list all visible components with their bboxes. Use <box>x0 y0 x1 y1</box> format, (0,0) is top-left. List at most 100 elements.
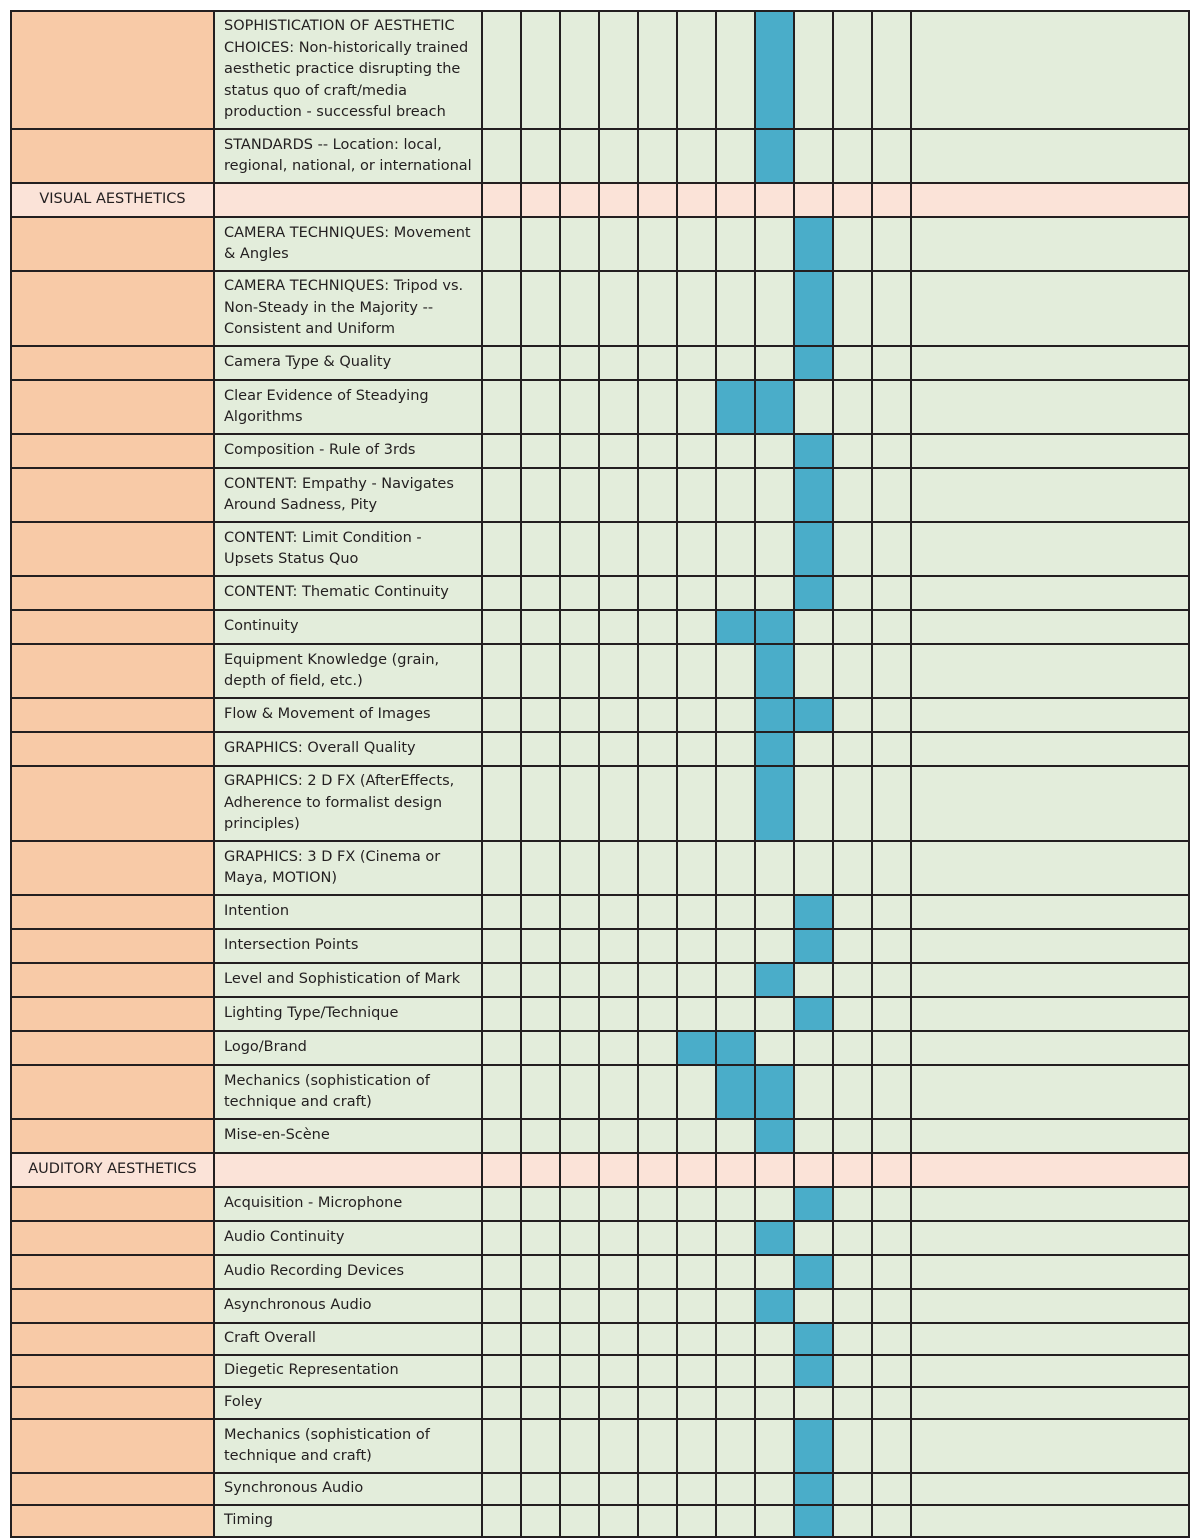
notes-cell <box>910 10 1190 130</box>
category-cell <box>10 928 215 964</box>
rating-cell <box>520 1152 561 1188</box>
rating-cell <box>481 1220 522 1256</box>
rating-cell <box>598 840 639 896</box>
rating-cell <box>598 1354 639 1388</box>
rating-cell <box>520 1322 561 1356</box>
rating-cell <box>793 962 834 998</box>
rating-cell-marked <box>793 996 834 1032</box>
rating-cell <box>559 1152 600 1188</box>
rating-cell <box>715 1504 756 1538</box>
rating-cell <box>754 1322 795 1356</box>
rating-cell <box>715 840 756 896</box>
category-cell <box>10 1288 215 1324</box>
rating-cell <box>793 1152 834 1188</box>
rating-cell <box>559 765 600 842</box>
rating-cell <box>832 467 873 523</box>
criterion-label: CAMERA TECHNIQUES: Movement & Angles <box>213 216 483 272</box>
rating-cell <box>715 345 756 381</box>
rating-cell <box>559 962 600 998</box>
criterion-label: Asynchronous Audio <box>213 1288 483 1324</box>
rating-cell <box>871 962 912 998</box>
rating-cell-marked <box>754 731 795 767</box>
rating-cell <box>715 1118 756 1154</box>
rating-cell <box>754 345 795 381</box>
rating-cell-marked <box>754 1064 795 1120</box>
rating-cell <box>754 1472 795 1506</box>
rating-cell <box>481 1472 522 1506</box>
rating-cell <box>676 1220 717 1256</box>
rating-cell <box>637 128 678 184</box>
rating-cell <box>832 1386 873 1420</box>
rating-cell <box>832 643 873 699</box>
rating-cell <box>481 643 522 699</box>
rating-cell <box>598 467 639 523</box>
rating-cell <box>676 575 717 611</box>
criterion-row: Acquisition - Microphone <box>10 1186 1190 1222</box>
rating-cell <box>676 1118 717 1154</box>
notes-cell <box>910 996 1190 1032</box>
rating-cell <box>676 1354 717 1388</box>
rating-cell <box>520 433 561 469</box>
rating-cell <box>481 379 522 435</box>
rating-cell <box>754 894 795 930</box>
category-cell <box>10 10 215 130</box>
rating-cell <box>481 1064 522 1120</box>
rating-cell <box>598 433 639 469</box>
rating-cell <box>520 1288 561 1324</box>
rating-cell-marked <box>715 1064 756 1120</box>
rating-cell <box>871 270 912 347</box>
rating-cell <box>598 731 639 767</box>
rating-cell-marked <box>754 962 795 998</box>
rating-cell <box>832 731 873 767</box>
rating-cell <box>832 1254 873 1290</box>
rating-cell <box>715 1418 756 1474</box>
category-cell <box>10 1030 215 1066</box>
rating-cell-marked <box>793 1472 834 1506</box>
category-cell <box>10 1418 215 1474</box>
rating-cell <box>871 765 912 842</box>
notes-cell <box>910 1504 1190 1538</box>
rating-cell <box>637 1322 678 1356</box>
rating-cell <box>715 1322 756 1356</box>
rating-cell <box>715 996 756 1032</box>
criterion-row: CONTENT: Empathy - Navigates Around Sadn… <box>10 467 1190 523</box>
rating-cell <box>715 575 756 611</box>
rating-cell <box>598 1152 639 1188</box>
rubric-grid-body: SOPHISTICATION OF AESTHETIC CHOICES: Non… <box>10 10 1190 1538</box>
rating-cell <box>559 894 600 930</box>
criterion-label: CONTENT: Thematic Continuity <box>213 575 483 611</box>
rating-cell <box>871 1386 912 1420</box>
criterion-label: Intention <box>213 894 483 930</box>
rating-cell <box>832 1418 873 1474</box>
rating-cell <box>520 840 561 896</box>
category-cell <box>10 379 215 435</box>
rating-cell-marked <box>715 1030 756 1066</box>
rating-cell <box>559 1064 600 1120</box>
notes-cell <box>910 467 1190 523</box>
rating-cell <box>793 765 834 842</box>
rating-cell <box>637 1288 678 1324</box>
rating-cell <box>559 609 600 645</box>
rating-cell <box>598 379 639 435</box>
criterion-row: SOPHISTICATION OF AESTHETIC CHOICES: Non… <box>10 10 1190 130</box>
rating-cell <box>481 1322 522 1356</box>
rating-cell <box>676 128 717 184</box>
rating-cell <box>676 731 717 767</box>
rating-cell <box>871 10 912 130</box>
criterion-row: Logo/Brand <box>10 1030 1190 1066</box>
rating-cell <box>481 1118 522 1154</box>
rating-cell-marked <box>793 1418 834 1474</box>
rating-cell <box>832 182 873 218</box>
rating-cell <box>715 765 756 842</box>
criterion-label: GRAPHICS: 2 D FX (AfterEffects, Adherenc… <box>213 765 483 842</box>
rating-cell <box>676 1186 717 1222</box>
rating-cell <box>871 521 912 577</box>
rating-cell <box>715 962 756 998</box>
rating-cell <box>676 1254 717 1290</box>
rating-cell <box>520 1418 561 1474</box>
rating-cell <box>715 216 756 272</box>
rating-cell <box>481 1254 522 1290</box>
rating-cell <box>520 1472 561 1506</box>
rating-cell <box>754 433 795 469</box>
category-cell <box>10 1354 215 1388</box>
